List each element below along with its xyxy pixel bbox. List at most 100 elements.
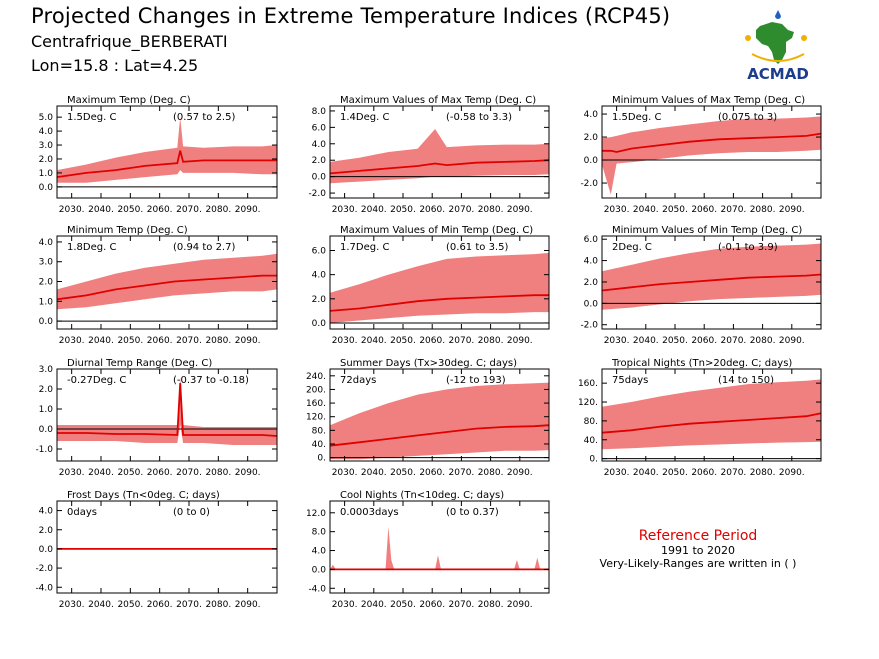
y-tick-label: 3.0 bbox=[39, 141, 54, 151]
x-tick-label: 2070. bbox=[721, 468, 747, 478]
x-tick-label: 2050. bbox=[117, 600, 143, 610]
likely-range: (-12 to 193) bbox=[446, 375, 506, 386]
y-tick-label: 2.0 bbox=[39, 155, 54, 165]
x-tick-label: 2080. bbox=[750, 205, 776, 215]
chart-title: Maximum Values of Max Temp (Deg. C) bbox=[340, 95, 536, 106]
y-tick-label: 6.0 bbox=[584, 235, 599, 245]
range-band bbox=[330, 252, 549, 323]
x-tick-label: 2090. bbox=[779, 205, 805, 215]
change-summary: 1.4Deg. C bbox=[340, 112, 389, 123]
chart-title: Cool Nights (Tn<10deg. C; days) bbox=[340, 490, 504, 501]
y-tick-label: 2.0 bbox=[312, 295, 327, 305]
median-line bbox=[56, 274, 277, 301]
y-tick-label: 2.0 bbox=[312, 156, 327, 166]
chart-title: Diurnal Temp Range (Deg. C) bbox=[67, 358, 212, 369]
y-tick-label: 2.0 bbox=[39, 526, 54, 536]
y-tick-label: -4.0 bbox=[308, 584, 326, 594]
x-tick-label: 2040. bbox=[88, 336, 114, 346]
x-tick-label: 2030. bbox=[59, 468, 85, 478]
plot-frame bbox=[601, 368, 822, 462]
range-band bbox=[602, 116, 821, 195]
x-tick-label: 2080. bbox=[750, 336, 776, 346]
reference-period-box: Reference Period 1991 to 2020 Very-Likel… bbox=[590, 528, 806, 570]
x-tick-label: 2070. bbox=[449, 600, 475, 610]
median-line bbox=[56, 150, 277, 178]
x-tick-label: 2090. bbox=[779, 336, 805, 346]
y-tick-label: 0. bbox=[317, 454, 326, 464]
plot-frame bbox=[56, 500, 278, 594]
median-line bbox=[602, 132, 822, 153]
x-tick-label: 2030. bbox=[604, 468, 630, 478]
x-tick-label: 2080. bbox=[478, 336, 504, 346]
x-tick-label: 2050. bbox=[662, 468, 688, 478]
y-tick-label: 4.0 bbox=[39, 507, 54, 517]
likely-range: (0.57 to 2.5) bbox=[173, 112, 235, 123]
x-tick-label: 2050. bbox=[390, 468, 416, 478]
x-tick-label: 2050. bbox=[117, 468, 143, 478]
median-line bbox=[329, 294, 549, 312]
y-tick-label: 3.0 bbox=[39, 258, 54, 268]
x-tick-label: 2050. bbox=[117, 336, 143, 346]
x-tick-label: 2060. bbox=[419, 205, 445, 215]
likely-range: (-0.1 to 3.9) bbox=[718, 242, 778, 253]
chart-panel: 0.40.80.120.160.200.240.2030. 2040. 2050. 2… bbox=[306, 358, 550, 478]
likely-range: (-0.37 to -0.18) bbox=[173, 375, 249, 386]
y-tick-label: 4.0 bbox=[584, 257, 599, 267]
plot-frame bbox=[601, 105, 822, 199]
x-tick-label: 2080. bbox=[205, 600, 231, 610]
y-tick-label: 80. bbox=[312, 426, 326, 436]
chart-panel: 0.0 2.0 4.0 6.0 2030. 2040. 2050. 2060. 2070. 208… bbox=[312, 225, 550, 346]
y-tick-label: 0.0 bbox=[312, 173, 327, 183]
y-tick-label: 240. bbox=[306, 372, 326, 382]
y-tick-label: 0.0 bbox=[312, 565, 327, 575]
y-tick-label: -2.0 bbox=[35, 564, 53, 574]
x-tick-label: 2030. bbox=[59, 336, 85, 346]
x-tick-label: 2040. bbox=[633, 205, 659, 215]
y-tick-label: -2.0 bbox=[308, 189, 326, 199]
x-tick-label: 2030. bbox=[332, 600, 358, 610]
change-summary: 0.0003days bbox=[340, 507, 399, 518]
y-tick-label: 6.0 bbox=[312, 246, 327, 256]
sun-dot-icon bbox=[801, 35, 807, 41]
plot-frame bbox=[329, 105, 550, 199]
logo-text: ACMAD bbox=[747, 65, 809, 82]
chart-panel: -4.0 0.0 4.0 8.0 12.0 2030. 2040. 2050. 2060. 207… bbox=[306, 490, 550, 610]
y-tick-label: 80. bbox=[584, 417, 598, 427]
y-tick-label: 2.0 bbox=[584, 278, 599, 288]
y-tick-label: 12.0 bbox=[306, 509, 326, 519]
median-line bbox=[601, 273, 822, 292]
range-band bbox=[330, 129, 549, 184]
x-tick-label: 2050. bbox=[117, 205, 143, 215]
raindrop-icon bbox=[775, 10, 781, 19]
x-tick-label: 2070. bbox=[449, 205, 475, 215]
plot-frame bbox=[601, 235, 822, 330]
y-tick-label: 0. bbox=[589, 455, 598, 465]
y-tick-label: -2.0 bbox=[580, 321, 598, 331]
x-tick-label: 2050. bbox=[390, 600, 416, 610]
range-band bbox=[602, 379, 821, 450]
chart-title: Maximum Temp (Deg. C) bbox=[67, 95, 191, 106]
y-tick-label: 4.0 bbox=[39, 127, 54, 137]
y-tick-label: 0.0 bbox=[39, 317, 54, 327]
reference-title: Reference Period bbox=[638, 528, 758, 544]
y-tick-label: 40. bbox=[312, 440, 326, 450]
y-tick-label: -1.0 bbox=[35, 445, 53, 455]
x-tick-label: 2090. bbox=[507, 336, 533, 346]
x-tick-label: 2040. bbox=[361, 600, 387, 610]
median-line bbox=[329, 159, 550, 175]
chart-panel: 0.0 1.0 2.0 3.0 4.0 2030. 2040. 2050. 2060. 2070.… bbox=[39, 225, 278, 346]
x-tick-label: 2060. bbox=[419, 336, 445, 346]
x-tick-label: 2060. bbox=[419, 468, 445, 478]
x-tick-label: 2030. bbox=[332, 468, 358, 478]
y-tick-label: 3.0 bbox=[39, 365, 54, 375]
station-coordinates: Lon=15.8 : Lat=4.25 bbox=[31, 56, 199, 75]
y-tick-label: 4.0 bbox=[312, 547, 327, 557]
acmad-logo: ACMAD bbox=[745, 10, 809, 82]
reference-note: Very-Likely-Ranges are written in ( ) bbox=[599, 557, 797, 570]
chart-title: Frost Days (Tn<0deg. C; days) bbox=[67, 490, 220, 501]
x-tick-label: 2090. bbox=[235, 468, 261, 478]
y-tick-label: 4.0 bbox=[312, 271, 327, 281]
x-tick-label: 2090. bbox=[507, 600, 533, 610]
